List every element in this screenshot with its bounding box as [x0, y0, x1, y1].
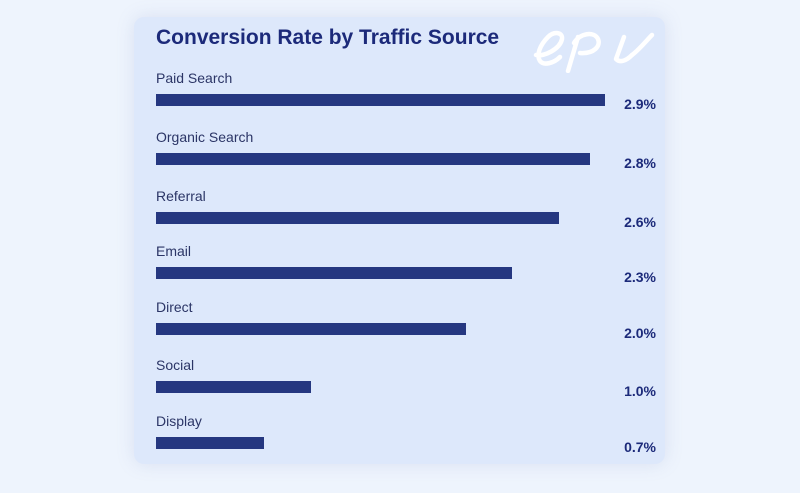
bar-row: Direct 2.0%: [156, 299, 656, 349]
bar: [156, 381, 311, 393]
bar: [156, 94, 605, 106]
bar-row: Organic Search 2.8%: [156, 129, 656, 179]
bar-value-label: 2.3%: [624, 269, 656, 285]
bar-label: Email: [156, 243, 192, 259]
chart-title: Conversion Rate by Traffic Source: [156, 26, 500, 49]
bar-row: Paid Search 2.9%: [156, 70, 656, 120]
bar: [156, 323, 466, 335]
chart-card: Conversion Rate by Traffic Source Paid S…: [134, 17, 665, 464]
bar-value-label: 1.0%: [624, 383, 656, 399]
bar-row: Display 0.7%: [156, 413, 656, 463]
bar-row: Referral 2.6%: [156, 188, 656, 238]
bar: [156, 437, 264, 449]
bar-label: Referral: [156, 188, 206, 204]
bar-value-label: 2.0%: [624, 325, 656, 341]
bar-row: Social 1.0%: [156, 357, 656, 407]
bar-value-label: 2.6%: [624, 214, 656, 230]
bar-value-label: 2.8%: [624, 155, 656, 171]
bar-label: Organic Search: [156, 129, 254, 145]
bar-track: [156, 323, 605, 335]
bar-label: Social: [156, 357, 195, 373]
bar-label: Direct: [156, 299, 193, 315]
bar-track: [156, 212, 605, 224]
bar-track: [156, 94, 605, 106]
bar: [156, 212, 559, 224]
epi-logo-icon: [533, 30, 655, 73]
bar: [156, 153, 590, 165]
bar-row: Email 2.3%: [156, 243, 656, 293]
bar-label: Display: [156, 413, 202, 429]
bar-track: [156, 153, 605, 165]
bar-label: Paid Search: [156, 70, 233, 86]
bar-track: [156, 437, 605, 449]
bar: [156, 267, 512, 279]
bar-value-label: 0.7%: [624, 439, 656, 455]
bar-track: [156, 381, 605, 393]
bar-track: [156, 267, 605, 279]
bar-value-label: 2.9%: [624, 96, 656, 112]
